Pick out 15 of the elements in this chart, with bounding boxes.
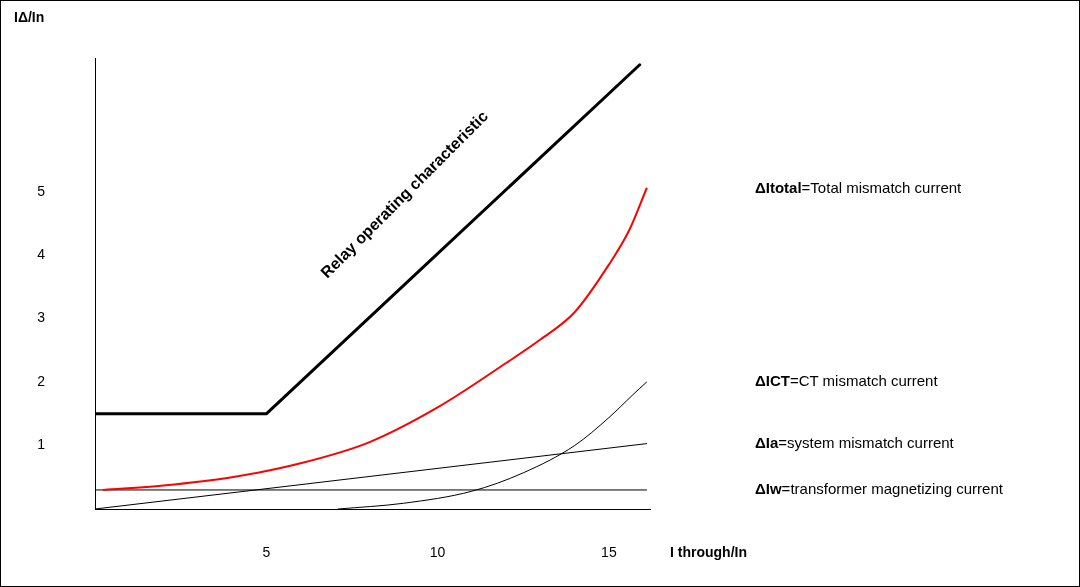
x-tick-label: 10 bbox=[429, 544, 446, 561]
y-tick-label: 3 bbox=[37, 309, 46, 326]
x-tick-label: 5 bbox=[262, 544, 271, 561]
text: ΔIa=system mismatch current bbox=[755, 433, 955, 451]
y-tick-label: 5 bbox=[37, 182, 46, 199]
y-tick-label: 4 bbox=[37, 246, 46, 262]
y-tick-label: 1 bbox=[37, 436, 46, 453]
x-tick-label: 15 bbox=[601, 544, 617, 561]
x-axis-title: I through/In bbox=[670, 543, 747, 560]
text: ΔICT=CT mismatch current bbox=[755, 372, 939, 390]
y-axis-title: IΔ/In bbox=[14, 8, 45, 25]
y-tick-label: 2 bbox=[37, 372, 46, 389]
line-series bbox=[102, 187, 648, 491]
text: ΔIw=transformer magnetizing current bbox=[755, 480, 1004, 498]
text: ΔItotal=Total mismatch current bbox=[755, 178, 963, 196]
